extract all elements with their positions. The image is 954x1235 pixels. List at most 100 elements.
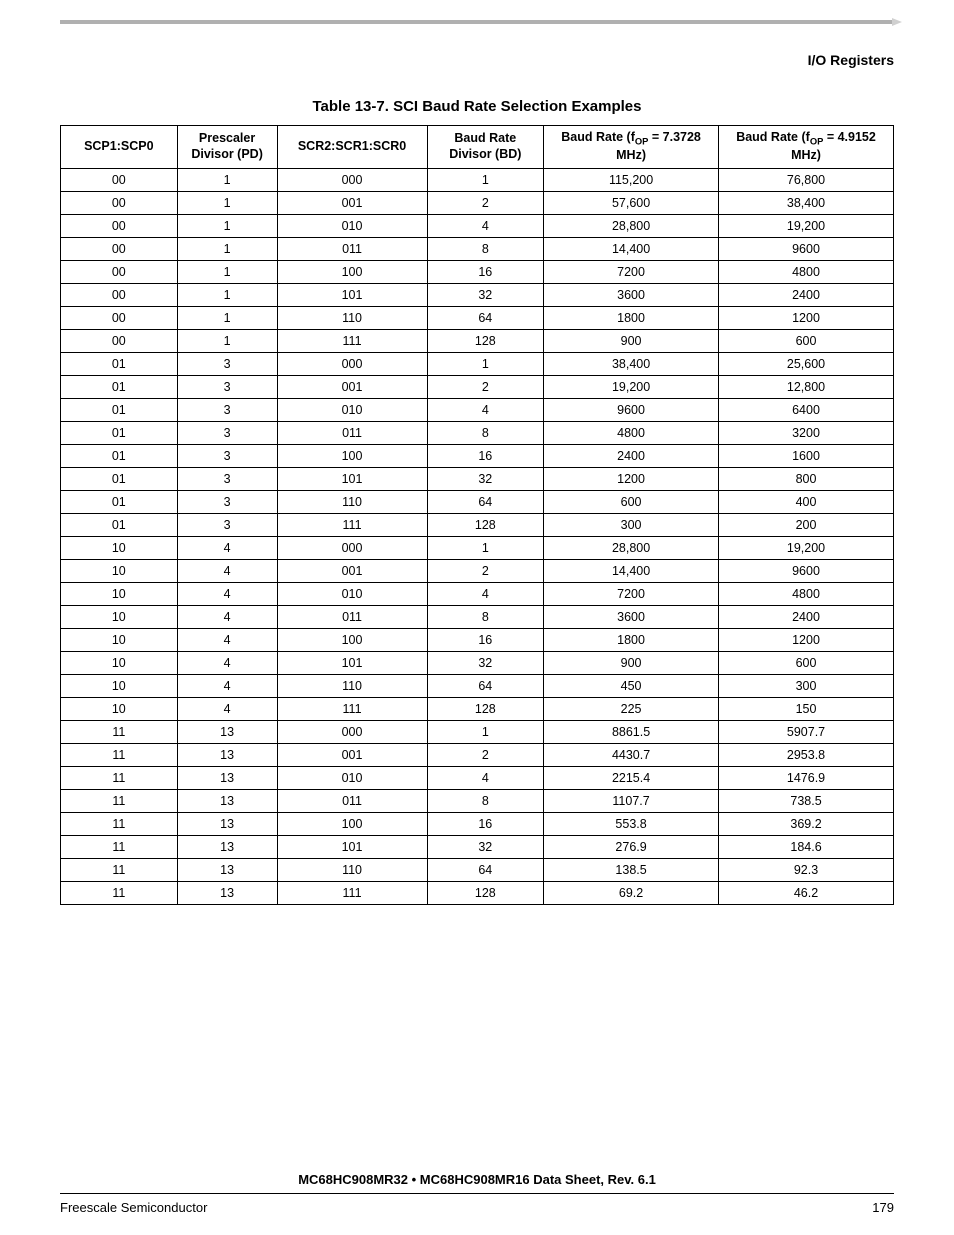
table-row: 111311112869.246.2: [61, 881, 894, 904]
table-cell: 2: [427, 743, 544, 766]
table-cell: 64: [427, 490, 544, 513]
table-cell: 9600: [719, 237, 894, 260]
table-cell: 128: [427, 697, 544, 720]
table-cell: 100: [277, 812, 427, 835]
table-cell: 19,200: [544, 375, 719, 398]
table-row: 111301181107.7738.5: [61, 789, 894, 812]
table-cell: 3600: [544, 605, 719, 628]
table-cell: 4: [177, 559, 277, 582]
table-cell: 00: [61, 191, 178, 214]
table-row: 013001219,20012,800: [61, 375, 894, 398]
table-cell: 4: [427, 766, 544, 789]
table-cell: 1800: [544, 628, 719, 651]
table-row: 111311064138.592.3: [61, 858, 894, 881]
table-cell: 01: [61, 513, 178, 536]
table-cell: 4430.7: [544, 743, 719, 766]
table-cell: 00: [61, 283, 178, 306]
table-cell: 13: [177, 858, 277, 881]
table-cell: 13: [177, 881, 277, 904]
table-cell: 276.9: [544, 835, 719, 858]
table-cell: 450: [544, 674, 719, 697]
table-cell: 1: [177, 168, 277, 191]
table-cell: 011: [277, 237, 427, 260]
table-cell: 76,800: [719, 168, 894, 191]
table-cell: 2400: [719, 283, 894, 306]
table-cell: 300: [544, 513, 719, 536]
table-cell: 4: [427, 214, 544, 237]
table-row: 104011836002400: [61, 605, 894, 628]
table-cell: 25,600: [719, 352, 894, 375]
table-cell: 32: [427, 835, 544, 858]
table-cell: 011: [277, 605, 427, 628]
table-cell: 1: [177, 306, 277, 329]
table-cell: 8861.5: [544, 720, 719, 743]
table-cell: 3: [177, 467, 277, 490]
table-cell: 8: [427, 421, 544, 444]
table-cell: 1800: [544, 306, 719, 329]
table-cell: 32: [427, 467, 544, 490]
table-row: 111310132276.9184.6: [61, 835, 894, 858]
table-row: 013010496006400: [61, 398, 894, 421]
table-cell: 01: [61, 375, 178, 398]
table-cell: 11: [61, 766, 178, 789]
footer-left: Freescale Semiconductor: [60, 1200, 207, 1215]
table-cell: 10: [61, 674, 178, 697]
table-cell: 28,800: [544, 214, 719, 237]
table-cell: 150: [719, 697, 894, 720]
table-cell: 1200: [719, 628, 894, 651]
table-cell: 14,400: [544, 237, 719, 260]
table-cell: 001: [277, 559, 427, 582]
table-cell: 1: [177, 191, 277, 214]
table-cell: 110: [277, 858, 427, 881]
table-cell: 000: [277, 352, 427, 375]
table-cell: 3600: [544, 283, 719, 306]
table-cell: 00: [61, 329, 178, 352]
table-cell: 010: [277, 766, 427, 789]
table-cell: 69.2: [544, 881, 719, 904]
table-cell: 4: [177, 651, 277, 674]
table-cell: 7200: [544, 582, 719, 605]
table-cell: 2400: [544, 444, 719, 467]
table-cell: 11: [61, 812, 178, 835]
table-cell: 110: [277, 490, 427, 513]
table-row: 10411064450300: [61, 674, 894, 697]
table-cell: 16: [427, 628, 544, 651]
table-cell: 13: [177, 835, 277, 858]
table-cell: 111: [277, 697, 427, 720]
table-cell: 00: [61, 214, 178, 237]
table-cell: 1107.7: [544, 789, 719, 812]
table-cell: 64: [427, 674, 544, 697]
table-cell: 9600: [719, 559, 894, 582]
table-cell: 13: [177, 812, 277, 835]
table-cell: 2: [427, 375, 544, 398]
table-row: 0010001115,20076,800: [61, 168, 894, 191]
table-cell: 011: [277, 789, 427, 812]
table-cell: 010: [277, 582, 427, 605]
table-cell: 010: [277, 398, 427, 421]
table-cell: 11: [61, 720, 178, 743]
table-cell: 600: [719, 651, 894, 674]
table-cell: 64: [427, 858, 544, 881]
header-rule: [60, 20, 894, 24]
table-row: 104010472004800: [61, 582, 894, 605]
table-cell: 57,600: [544, 191, 719, 214]
table-body: 0010001115,20076,800001001257,60038,4000…: [61, 168, 894, 904]
table-cell: 800: [719, 467, 894, 490]
table-cell: 900: [544, 329, 719, 352]
table-cell: 14,400: [544, 559, 719, 582]
table-cell: 200: [719, 513, 894, 536]
table-cell: 101: [277, 651, 427, 674]
table-cell: 32: [427, 651, 544, 674]
table-row: 001010428,80019,200: [61, 214, 894, 237]
table-row: 111310016553.8369.2: [61, 812, 894, 835]
table-cell: 4: [177, 582, 277, 605]
table-cell: 4: [177, 536, 277, 559]
table-cell: 1200: [719, 306, 894, 329]
table-cell: 10: [61, 582, 178, 605]
table-cell: 100: [277, 628, 427, 651]
table-row: 104111128225150: [61, 697, 894, 720]
table-cell: 101: [277, 835, 427, 858]
table-cell: 1: [427, 536, 544, 559]
table-cell: 11: [61, 858, 178, 881]
table-cell: 11: [61, 789, 178, 812]
